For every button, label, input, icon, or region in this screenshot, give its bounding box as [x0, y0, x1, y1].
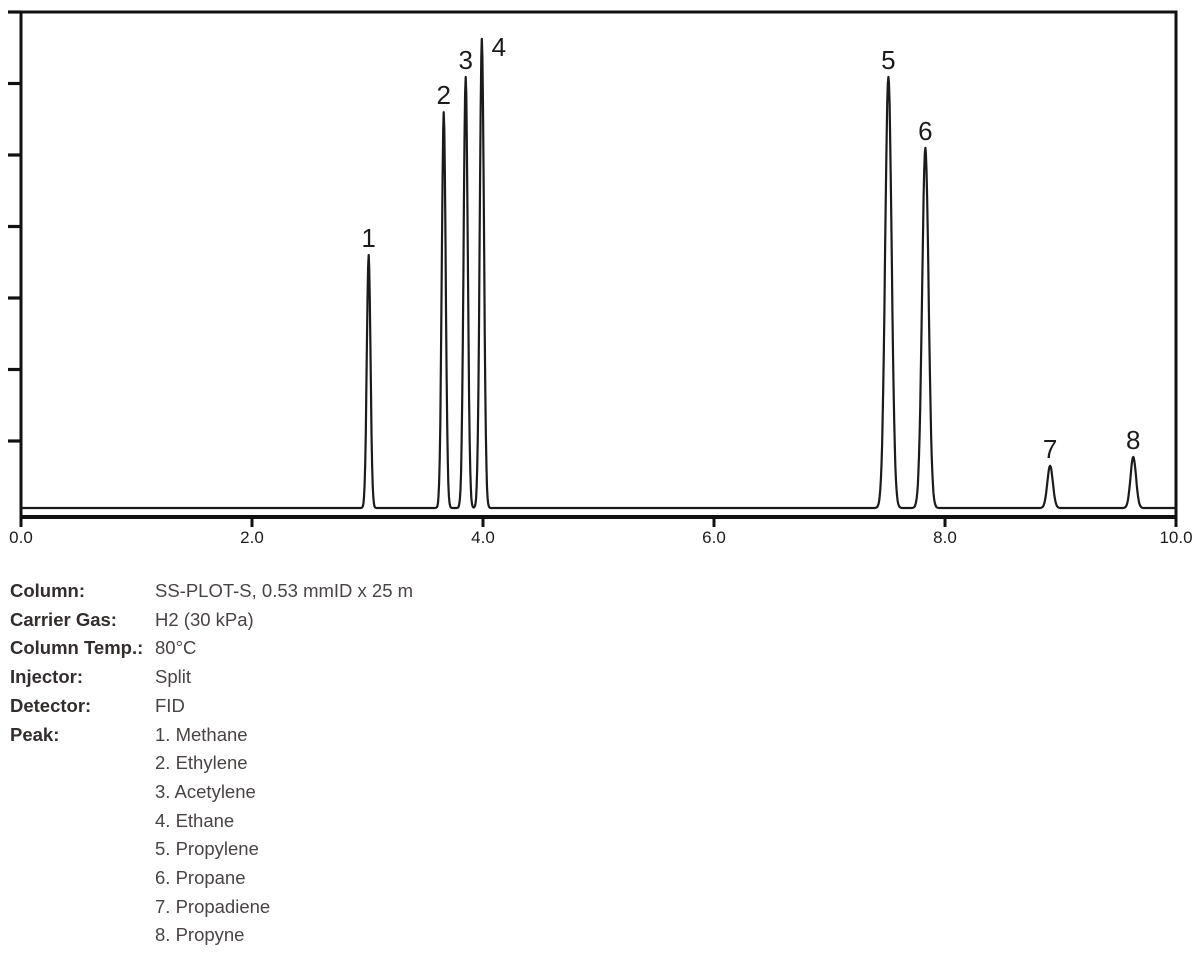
chromatogram-curve [19, 37, 1178, 510]
condition-row-injector: Injector: Split [10, 663, 910, 692]
peak-legend-item: 3. Acetylene [155, 780, 256, 802]
peak-number-label: 4 [492, 32, 506, 62]
chromatogram-chart: 0.0 2.0 4.0 6.0 8.0 10.0 1 23 4 5 6 7 8 [8, 10, 1193, 547]
chromatogram-figure: 0.0 2.0 4.0 6.0 8.0 10.0 1 2 3 4 5 6 7 8 [8, 10, 1193, 547]
analysis-conditions: Column: SS-PLOT-S, 0.53 mmID x 25 m Carr… [10, 577, 910, 950]
x-axis-tick-label: 4.0 [471, 528, 495, 547]
x-axis-tick-label: 6.0 [702, 528, 726, 547]
condition-row-detector: Detector: FID [10, 692, 910, 721]
condition-label: Column Temp.: [10, 637, 144, 659]
peak-legend-item: 8. Propyne [155, 924, 245, 946]
plot-border [19, 10, 1178, 519]
peak-legend-list: 1. Methane 2. Ethylene 3. Acetylene 4. E… [155, 721, 270, 951]
x-axis-tick-label: 2.0 [240, 528, 264, 547]
x-axis-tick-label: 10.0 [1159, 528, 1192, 547]
condition-value: SS-PLOT-S, 0.53 mmID x 25 m [155, 580, 414, 601]
peak-number-label: 2 [436, 80, 450, 110]
condition-value: Split [155, 666, 191, 688]
condition-label: Carrier Gas: [10, 608, 117, 630]
condition-label: Column: [10, 580, 86, 601]
condition-row-carrier-gas: Carrier Gas: H2 (30 kPa) [10, 606, 910, 635]
condition-value: H2 (30 kPa) [155, 608, 254, 630]
condition-row-peaks: Peak: 1. Methane 2. Ethylene 3. Acetylen… [10, 721, 910, 951]
condition-value: 80°C [155, 637, 197, 659]
condition-label: Detector: [10, 694, 92, 716]
peak-number-label: 7 [1043, 434, 1057, 464]
condition-value: FID [155, 694, 185, 716]
condition-label: Injector: [10, 666, 83, 688]
peak-number-label: 8 [1126, 425, 1140, 455]
peak-legend-item: 1. Methane [155, 723, 248, 745]
peak-legend-item: 5. Propylene [155, 838, 259, 860]
condition-row-column-temp: Column Temp.: 80°C [10, 634, 910, 663]
x-axis-tick-label: 8.0 [933, 528, 957, 547]
condition-row-column: Column: SS-PLOT-S, 0.53 mmID x 25 m [10, 577, 910, 606]
condition-label: Peak: [10, 723, 60, 745]
peak-number-label: 3 [458, 45, 472, 75]
peak-number-label: 6 [918, 116, 932, 146]
peak-number-label: 1 [361, 223, 375, 253]
peak-legend-item: 4. Ethane [155, 809, 235, 831]
peak-legend-item: 7. Propadiene [155, 895, 271, 917]
peak-legend-item: 6. Propane [155, 867, 246, 889]
x-axis-tick-label: 0.0 [9, 528, 33, 547]
peak-number-label: 5 [881, 45, 895, 75]
peak-legend-item: 2. Ethylene [155, 752, 248, 774]
